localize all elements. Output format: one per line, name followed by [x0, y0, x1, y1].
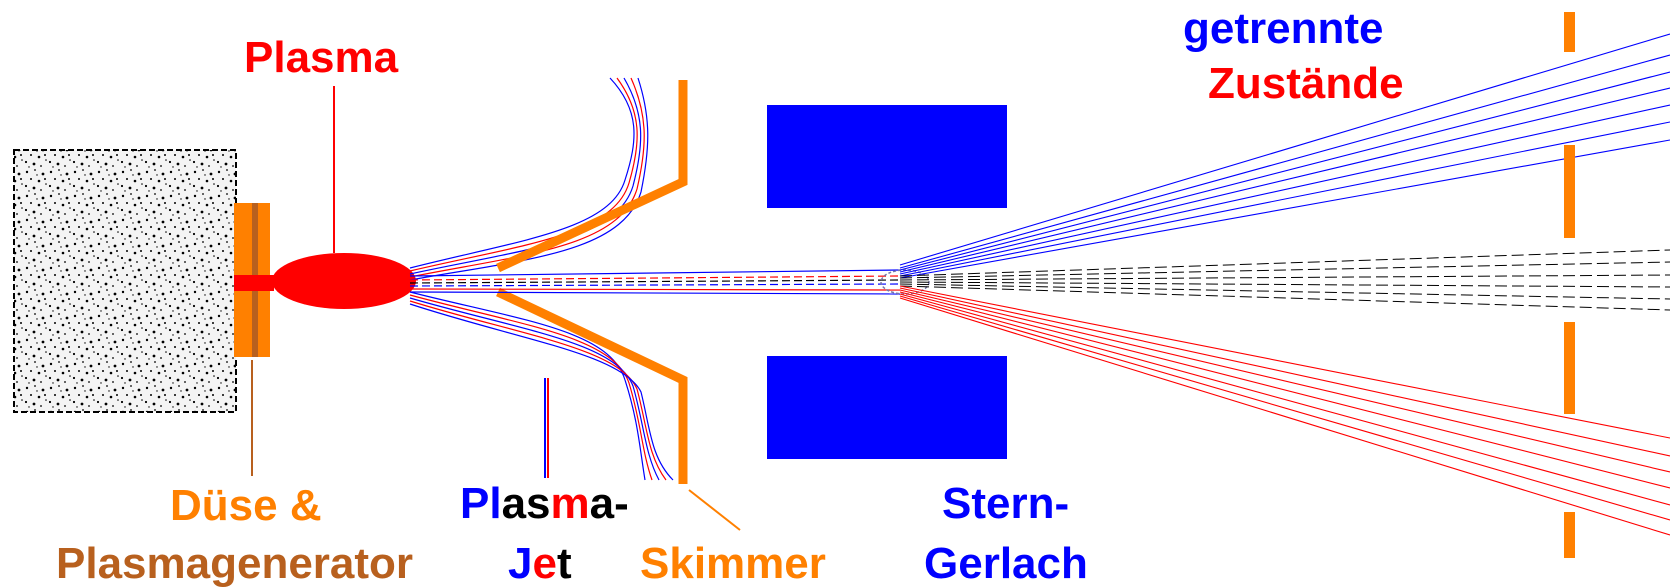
nozzle-shade-upper: [252, 203, 258, 275]
jet-part-t: t: [557, 539, 572, 588]
label-getrennte: getrennte: [1183, 4, 1383, 53]
magnet-lower: [767, 356, 1007, 459]
label-gerlach: Gerlach: [924, 539, 1088, 588]
label-stern: Stern-: [942, 479, 1069, 528]
jet-part-pl: Pl: [460, 479, 502, 528]
lower-streamlines: [409, 291, 674, 481]
jet-part-as: as: [502, 479, 551, 528]
label-plasma-jet-line1: Plasma-: [460, 479, 629, 528]
plasma-ellipse: [272, 253, 416, 309]
label-nozzle-line2: Plasmagenerator: [56, 539, 413, 588]
jet-part-a: a-: [590, 479, 629, 528]
skimmer-upper: [496, 80, 688, 273]
central-jet: [409, 269, 901, 295]
detector-screen: [1564, 12, 1575, 558]
label-zustaende: Zustände: [1208, 59, 1404, 108]
magnet-upper: [767, 105, 1007, 208]
label-plasma-jet-line2: Jet: [508, 539, 572, 588]
beam-blue-up: [899, 33, 1670, 279]
jet-part-e: e: [532, 539, 556, 588]
nozzle-channel: [234, 275, 274, 291]
upper-streamlines: [409, 77, 649, 281]
label-skimmer: Skimmer: [640, 539, 826, 588]
beam-red-down: [899, 285, 1670, 536]
nozzle-shade-lower: [252, 291, 258, 357]
beam-black-center: [899, 249, 1670, 311]
skimmer-pointer-line: [688, 489, 741, 531]
label-nozzle-line1: Düse &: [170, 481, 322, 530]
skimmer-lower: [496, 287, 688, 484]
plasma-generator-block: [13, 149, 237, 413]
jet-part-m: m: [551, 479, 590, 528]
label-plasma: Plasma: [244, 33, 399, 82]
jet-part-j: J: [508, 539, 532, 588]
